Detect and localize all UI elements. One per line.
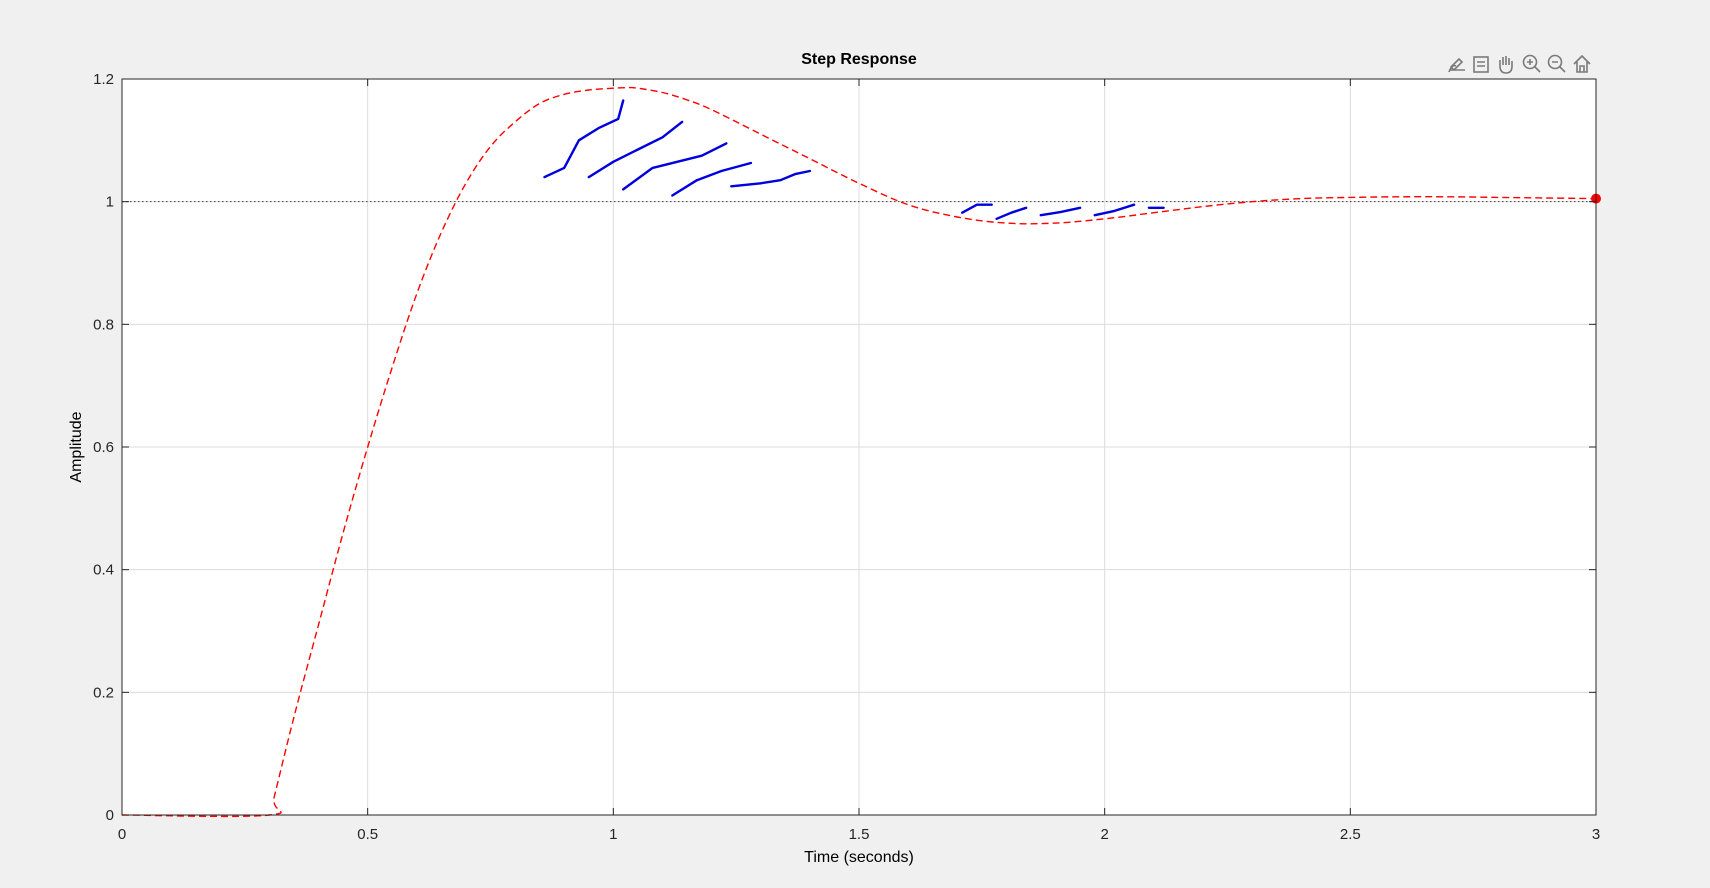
tick-marks: [121, 78, 1597, 816]
home-icon[interactable]: [1572, 54, 1592, 74]
x-tick-label: 1: [609, 826, 617, 843]
series-group: [121, 86, 1597, 818]
y-tick-labels: 0 0.2 0.4 0.6 0.8 1 1.2: [93, 71, 114, 824]
x-tick-label: 0: [118, 826, 126, 843]
y-tick-label: 0.2: [93, 684, 114, 701]
pan-hand-icon[interactable]: [1496, 54, 1516, 74]
annotation-strokes: [543, 99, 1165, 220]
annotation-stroke: [730, 169, 812, 188]
edit-brush-icon[interactable]: [1447, 54, 1467, 74]
x-tick-label: 2.5: [1340, 826, 1361, 843]
x-axis-label: Time (seconds): [804, 849, 914, 866]
y-tick-label: 0.4: [93, 562, 114, 579]
step-response-line[interactable]: [121, 86, 1597, 818]
annotation-stroke: [543, 99, 625, 179]
y-tick-label: 1.2: [93, 71, 114, 88]
annotation-stroke: [1039, 206, 1082, 217]
annotation-stroke: [1093, 203, 1136, 217]
annotation-stroke: [587, 120, 684, 179]
annotation-stroke: [961, 203, 993, 214]
zoom-in-icon[interactable]: [1521, 54, 1541, 74]
chart-title: Step Response: [801, 51, 917, 68]
x-tick-label: 3: [1592, 826, 1600, 843]
y-axis-label: Amplitude: [68, 411, 85, 482]
zoom-out-icon[interactable]: [1546, 54, 1566, 74]
x-tick-labels: 0 0.5 1 1.5 2 2.5 3: [118, 826, 1600, 843]
x-tick-label: 2: [1100, 826, 1108, 843]
y-tick-label: 0.8: [93, 316, 114, 333]
annotation-stroke: [995, 206, 1028, 220]
annotation-stroke: [671, 161, 753, 197]
y-tick-label: 1: [106, 194, 114, 211]
y-tick-label: 0.6: [93, 439, 114, 456]
x-tick-label: 1.5: [849, 826, 870, 843]
data-tips-icon[interactable]: [1471, 54, 1491, 74]
x-tick-label: 0.5: [357, 826, 378, 843]
axes-toolbar: [1447, 54, 1592, 74]
annotation-stroke: [622, 142, 728, 191]
y-tick-label: 0: [106, 807, 114, 824]
